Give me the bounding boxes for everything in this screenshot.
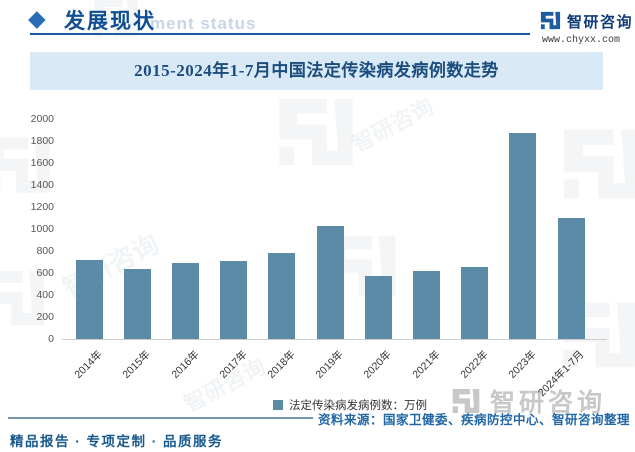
bar-2017年 [220,261,248,339]
y-axis-tick-label: 1200 [30,200,54,213]
header-divider [30,33,530,35]
y-axis-tick-label: 0 [48,332,54,345]
x-axis-line [62,339,607,340]
x-axis-label-2020年: 2020年 [361,348,395,381]
y-axis-tick-label: 2000 [30,112,54,125]
diamond-icon: ◆ [28,5,46,31]
bar-2016年 [171,263,199,339]
y-axis-tick-label: 800 [36,244,54,257]
y-axis-tick-label: 400 [36,288,54,301]
x-axis-label-2015年: 2015年 [120,348,154,381]
legend-marker-icon [273,400,283,410]
bar-2015年 [123,269,151,339]
y-axis-tick-label: 200 [36,310,54,323]
bottom-watermark: 智研咨询 [450,383,606,419]
brand-logo-icon [539,9,562,32]
bar-2021年 [412,271,440,339]
bar-2024年1-7月 [557,218,585,339]
bar-2023年 [509,133,537,339]
y-axis-tick-label: 1400 [30,178,54,191]
x-axis-label-2022年: 2022年 [458,348,491,381]
y-axis-tick-label: 1600 [30,156,54,169]
x-axis-label-2021年: 2021年 [409,348,443,381]
x-axis-label-2019年: 2019年 [313,348,346,381]
y-axis-tick-label: 1800 [30,134,54,147]
x-axis-label-2023年: 2023年 [506,348,539,381]
chart-title-band: 2015-2024年1-7月中国法定传染病发病例数走势 [30,52,603,90]
x-axis-label-2018年: 2018年 [265,348,298,381]
bar-2019年 [316,226,344,339]
data-source: 资料来源：国家卫健委、疾病防控中心、智研咨询整理 [317,413,630,427]
footer-tagline: 精品报告 · 专项定制 · 品质服务 [10,434,223,449]
chart-legend: 法定传染病发病例数：万例 [70,397,630,413]
x-axis-label-2016年: 2016年 [168,348,202,381]
section-title-watermark: ment status [150,14,257,33]
section-title: 发展现状 [64,10,156,33]
bar-2014年 [75,260,103,339]
y-axis-tick-label: 600 [36,266,54,279]
brand-name: 智研咨询 [567,14,634,31]
chart-title: 2015-2024年1-7月中国法定传染病发病例数走势 [134,61,499,80]
footer-divider [8,417,313,419]
brand-url-link[interactable]: www.chyxx.com [542,35,621,46]
bar-2020年 [364,276,392,339]
watermark-text: 智研咨询 [490,389,607,417]
bar-2022年 [461,267,489,339]
x-axis-label-2014年: 2014年 [72,348,105,381]
watermark-logo-icon [556,118,635,210]
bar-2018年 [268,253,296,339]
legend-label: 法定传染病发病例数：万例 [289,400,427,412]
y-axis-tick-label: 1000 [30,222,54,235]
